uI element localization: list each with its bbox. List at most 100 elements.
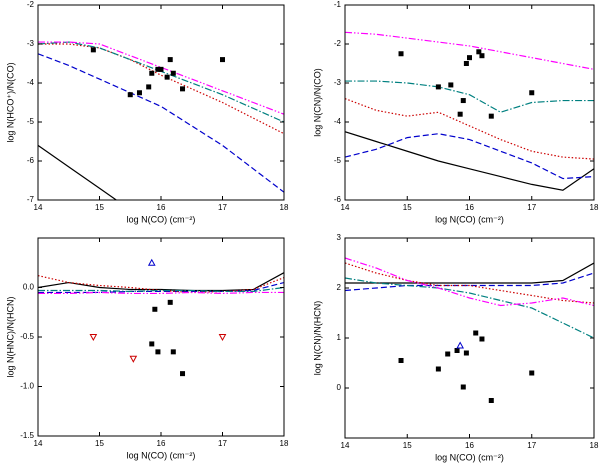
x-tick-label: 18 (280, 439, 289, 448)
data-point (529, 370, 535, 376)
panel: 14 15 16 17 18 -1.5 -1.0 -0.5 0.0 log N(CO) (cm⁻²… (5, 237, 289, 460)
data-point (170, 70, 176, 76)
model-curve (38, 286, 284, 293)
data-point (136, 90, 142, 96)
model-curve (38, 144, 118, 200)
y-tick-label: -3 (334, 78, 342, 87)
x-tick-label: 17 (218, 203, 227, 212)
plot-area (38, 258, 284, 377)
y-tick-label: -6 (334, 195, 342, 204)
model-curve (345, 262, 594, 304)
data-point (479, 53, 485, 59)
data-point (90, 47, 96, 53)
y-tick-label: 0 (337, 383, 342, 392)
data-point (180, 86, 186, 92)
data-point (529, 90, 535, 96)
x-tick-label: 17 (527, 203, 536, 212)
model-curve (38, 41, 284, 123)
axes-frame (37, 237, 285, 437)
x-tick-label: 18 (590, 441, 599, 450)
axes-frame (344, 4, 595, 201)
model-curve (345, 131, 594, 191)
y-tick-label: 0.0 (23, 283, 35, 292)
data-point (435, 84, 441, 90)
data-point (129, 355, 138, 363)
data-point (164, 74, 170, 80)
x-axis-title: log N(CO) (cm⁻²) (435, 452, 504, 462)
data-point (473, 330, 479, 336)
data-point (435, 366, 441, 372)
data-point (170, 349, 176, 355)
model-curve (38, 272, 284, 292)
model-curve (38, 281, 284, 294)
y-axis-title: log N(CN)/N(HCN) (312, 301, 322, 376)
x-tick-label: 18 (280, 203, 289, 212)
x-tick-label: 14 (34, 203, 43, 212)
data-point (488, 398, 494, 403)
y-tick-label: -2 (334, 39, 342, 48)
model-curve (345, 133, 594, 180)
data-point (460, 98, 466, 104)
data-point (180, 371, 186, 377)
y-tick-label: -6 (27, 156, 35, 165)
data-point (488, 113, 494, 119)
model-curve (38, 291, 284, 295)
x-tick-label: 17 (527, 441, 536, 450)
x-tick-label: 16 (465, 441, 474, 450)
y-tick-label: 3 (337, 233, 342, 242)
data-point (457, 111, 463, 117)
model-curve (345, 257, 594, 307)
y-tick-label: -1.0 (20, 382, 34, 391)
data-point (456, 341, 465, 349)
x-tick-label: 14 (34, 439, 43, 448)
model-curve (38, 43, 284, 135)
data-point (398, 51, 404, 57)
x-tick-label: 14 (341, 203, 350, 212)
data-point (467, 55, 472, 61)
data-point (454, 348, 460, 353)
data-point (476, 49, 482, 55)
y-tick-label: 2 (337, 283, 342, 292)
data-point (155, 66, 161, 72)
x-tick-label: 15 (95, 203, 104, 212)
x-tick-label: 14 (341, 441, 350, 450)
y-axis-title: log N(CN)/N(CO) (312, 68, 322, 137)
y-tick-label: -7 (27, 195, 35, 204)
data-point (89, 334, 98, 342)
axes-frame (344, 237, 595, 439)
y-tick-label: -5 (334, 156, 342, 165)
x-tick-label: 16 (465, 203, 474, 212)
model-curve (38, 41, 284, 115)
y-tick-label: -4 (27, 78, 35, 87)
data-point (398, 358, 404, 363)
x-axis-title: log N(CO) (cm⁻²) (127, 450, 196, 460)
data-point (146, 84, 152, 90)
plot-area (38, 41, 284, 200)
data-point (448, 82, 454, 88)
y-tick-label: -1.5 (20, 431, 34, 440)
data-point (479, 336, 485, 342)
model-curve (345, 262, 594, 284)
data-point (463, 350, 469, 356)
data-point (167, 299, 173, 305)
y-tick-label: 1 (337, 333, 342, 342)
x-tick-label: 15 (403, 203, 412, 212)
x-axis-title: log N(CO) (cm⁻²) (435, 214, 504, 224)
plot-area (345, 257, 594, 403)
panel: 14 15 16 17 18 0 1 2 3 log N(CO) (cm⁻²) log N(CN)/… (312, 233, 599, 462)
model-curve (345, 277, 594, 339)
data-point (158, 66, 164, 72)
x-tick-label: 16 (157, 203, 166, 212)
plot-area (345, 31, 594, 191)
y-tick-label: -5 (27, 117, 35, 126)
data-point (220, 57, 225, 63)
panel: 14 15 16 17 18 -7 -6 -5 -4 -3 -2 log N(CO) (cm⁻²) lo… (5, 0, 289, 224)
y-tick-label: -4 (334, 117, 342, 126)
panel: 14 15 16 17 18 -6 -5 -4 -3 -2 -1 log N(CO) (cm⁻²) lo… (312, 0, 599, 224)
data-point (218, 334, 227, 342)
model-curve (345, 272, 594, 292)
y-axis-title: log N(HCO⁺)/N(CO) (5, 62, 15, 142)
x-axis-title: log N(CO) (cm⁻²) (127, 214, 196, 224)
model-curve (345, 98, 594, 160)
x-tick-label: 15 (403, 441, 412, 450)
